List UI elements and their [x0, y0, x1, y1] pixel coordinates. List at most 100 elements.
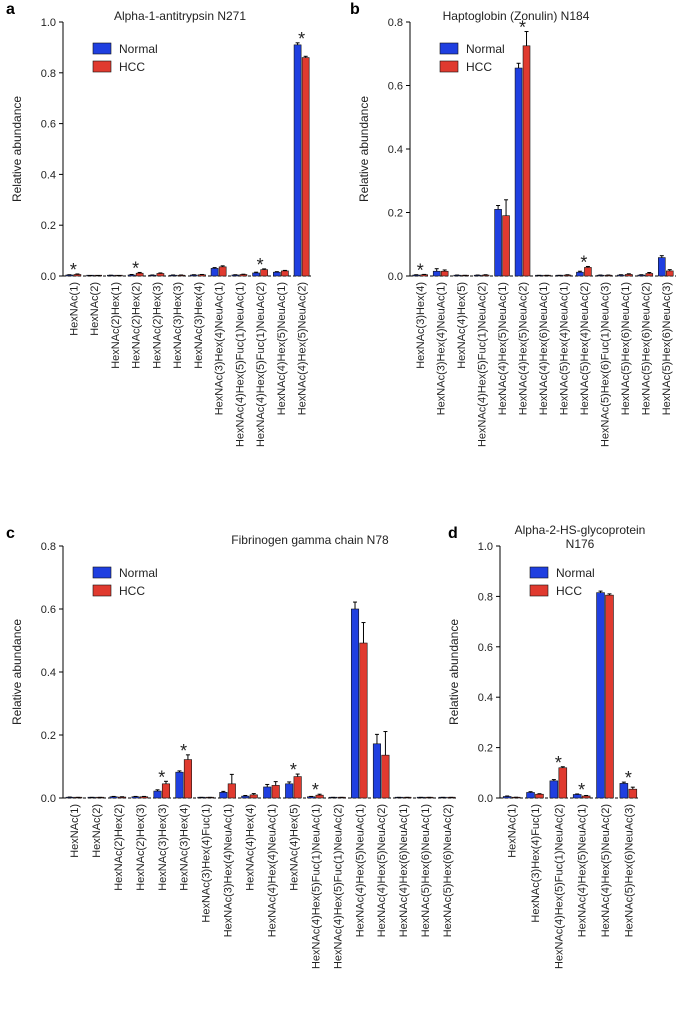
bar-normal [576, 271, 584, 277]
panel-letter: d [448, 525, 458, 542]
y-tick-label: 1.0 [478, 541, 493, 553]
x-tick-label: HexNAc(4)Hex(5)NeuAc(2) [600, 804, 612, 937]
y-tick-label: 0.4 [478, 692, 493, 704]
legend-swatch-hcc [529, 584, 549, 597]
x-tick-label: HexNAc(3)Hex(3) [157, 804, 169, 891]
bar-normal [131, 796, 140, 799]
legend-label-normal: Normal [119, 42, 158, 56]
bar-hcc [249, 794, 258, 799]
y-axis-label: Relative abundance [447, 619, 461, 725]
panel-b: b Haptoglobin (Zonulin) N184 0.0 0.2 0.4 0.6 0… [350, 1, 676, 447]
x-tick-label: HexNAc(4)Hex(5)Fuc(1)NeuAc(1) [234, 282, 246, 447]
significance-star: * [580, 252, 587, 272]
y-tick-label: 0.4 [41, 667, 56, 679]
y-tick-label: 0.0 [41, 793, 56, 805]
legend-label-normal: Normal [466, 42, 505, 56]
legend-label-hcc: HCC [119, 60, 145, 74]
x-tick-label: HexNAc(4)Hex(5)NeuAc(1) [497, 282, 509, 415]
y-tick-label: 0.8 [478, 591, 493, 603]
legend-swatch-normal [529, 566, 549, 579]
legend-label-normal: Normal [119, 566, 158, 580]
x-tick-label: HexNAc(4)Hex(5)NeuAc(1) [577, 804, 589, 937]
x-tick-label: HexNAc(3)Hex(4)NeuAc(1) [223, 804, 235, 937]
legend-swatch-normal [92, 42, 112, 55]
y-tick-label: 1.0 [41, 17, 56, 29]
x-tick-label: HexNAc(2)Hex(3) [151, 282, 163, 369]
bar-hcc [140, 796, 149, 799]
bar-hcc [440, 270, 449, 277]
y-tick-label: 0.8 [388, 17, 403, 29]
chart-title: Alpha-2-HS-glycoprotein [515, 523, 646, 537]
bar-normal [153, 790, 162, 799]
y-tick-label: 0.6 [478, 642, 493, 654]
x-tick-label: HexNAc(3)Hex(4)NeuAc(1) [214, 282, 226, 415]
bar-hcc [665, 270, 674, 277]
x-tick-label: HexNAc(4)Hex(4)NeuAc(1) [266, 804, 278, 937]
bar-normal [210, 268, 219, 277]
significance-star: * [70, 260, 77, 280]
x-tick-label: HexNAc(4)Hex(5)Fuc(1)NeuAc(2) [255, 282, 267, 447]
x-tick-label: HexNAc(4)Hex(5) [456, 282, 468, 369]
x-tick-label: HexNAc(2)Hex(1) [110, 282, 122, 369]
bar-normal [285, 783, 294, 799]
x-tick-label: HexNAc(5)Hex(6)NeuAc(2) [442, 804, 454, 937]
x-tick-label: HexNAc(4)Hex(4) [245, 804, 257, 891]
bar-normal [350, 608, 360, 799]
bar-hcc [628, 788, 638, 799]
significance-star: * [158, 767, 165, 787]
x-tick-label: HexNAc(2)Hex(2) [131, 282, 143, 369]
x-tick-label: HexNAc(4)Hex(6)NeuAc(1) [538, 282, 550, 415]
legend-swatch-normal [439, 42, 459, 55]
bar-normal [549, 780, 559, 799]
y-tick-label: 0.6 [41, 119, 56, 131]
chart-title: Haptoglobin (Zonulin) N184 [443, 9, 590, 23]
x-tick-label: HexNAc(3)Hex(3) [172, 282, 184, 369]
bar-hcc [183, 759, 192, 799]
x-tick-label: HexNAc(1) [69, 804, 81, 858]
bar-hcc [645, 273, 654, 277]
significance-star: * [519, 18, 526, 38]
bar-normal [241, 795, 250, 799]
bar-hcc [281, 270, 289, 277]
y-axis-label: Relative abundance [357, 96, 371, 202]
x-tick-label: HexNAc(4)Hex(5)Fuc(1)NeuAc(1) [310, 804, 322, 969]
panel-letter: a [6, 1, 15, 18]
x-tick-label: HexNAc(4)Hex(5)Fuc(1)NeuAc(2) [477, 282, 489, 447]
x-tick-label: HexNAc(2)Hex(3) [135, 804, 147, 891]
y-tick-label: 0.8 [41, 541, 56, 553]
y-tick-label: 0.2 [41, 730, 56, 742]
x-tick-label: HexNAc(4)Hex(5) [288, 804, 300, 891]
bar-hcc [271, 785, 280, 799]
panel-letter: b [350, 1, 360, 18]
bar-normal [109, 796, 118, 799]
legend-label-hcc: HCC [466, 60, 492, 74]
y-tick-label: 0.0 [41, 271, 56, 283]
bar-hcc [218, 266, 227, 277]
bar-normal [219, 792, 228, 799]
bar-normal [263, 786, 272, 799]
x-tick-label: HexNAc(3)Hex(4) [179, 804, 191, 891]
y-axis-label: Relative abundance [10, 96, 24, 202]
bar-normal [502, 796, 512, 799]
bar-hcc [156, 273, 165, 277]
chart-title: Fibrinogen gamma chain N78 [231, 533, 389, 547]
significance-star: * [290, 760, 297, 780]
bar-normal [596, 592, 605, 799]
legend-label-normal: Normal [556, 566, 595, 580]
significance-star: * [298, 29, 305, 49]
bar-hcc [535, 793, 544, 799]
significance-star: * [578, 780, 585, 800]
y-tick-label: 0.2 [388, 208, 403, 220]
x-tick-label: HexNAc(5)Hex(6)Fuc(1)NeuAc(3) [599, 282, 611, 447]
bar-normal [658, 257, 666, 277]
x-tick-label: HexNAc(3)Hex(4) [415, 282, 427, 369]
significance-star: * [625, 768, 632, 788]
significance-star: * [417, 260, 424, 280]
x-tick-label: HexNAc(5)Hex(6)NeuAc(1) [620, 282, 632, 415]
x-tick-label: HexNAc(3)Hex(4)NeuAc(1) [436, 282, 448, 415]
bar-normal [372, 743, 381, 799]
x-tick-label: HexNAc(4)Hex(5)NeuAc(2) [376, 804, 388, 937]
y-tick-label: 0.0 [478, 793, 493, 805]
x-tick-label: HexNAc(5)Hex(6)NeuAc(3) [661, 282, 673, 415]
